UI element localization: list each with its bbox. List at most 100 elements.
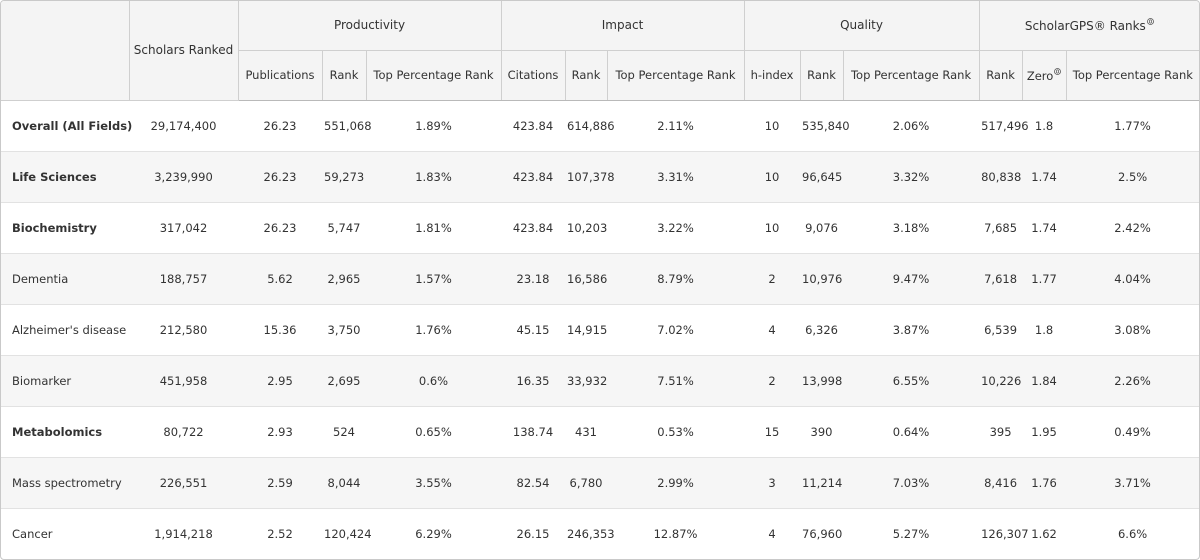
- metric-cell: 1.74: [1022, 151, 1067, 203]
- metric-cell: 138.74: [501, 406, 566, 458]
- metric-cell: 535,840: [800, 100, 850, 152]
- metric-cell: 0.53%: [607, 406, 745, 458]
- metric-cell: 3.31%: [607, 151, 745, 203]
- metric-cell: 2.52: [267, 526, 293, 541]
- column-header-cell: Publications: [238, 49, 323, 101]
- metric-cell: 29,174,400: [129, 100, 238, 152]
- column-header: h-index: [750, 68, 794, 82]
- column-header-cell: Top Percentage Rank: [365, 49, 502, 101]
- metric-cell: 126,307: [981, 526, 1029, 541]
- metric-cell: 13,998: [800, 355, 844, 407]
- metric-cell: 2.11%: [607, 100, 745, 152]
- metric-cell: 5.27%: [892, 526, 930, 541]
- metric-cell: 4: [768, 526, 776, 541]
- metric-cell: 423.84: [501, 100, 566, 152]
- metric-cell: 3,750: [322, 304, 366, 356]
- column-header-cell: Top Percentage Rank: [842, 49, 980, 101]
- metric-cell: 5.62: [238, 253, 322, 305]
- metric-cell: 10,976: [800, 253, 844, 305]
- column-header-cell: Zero: [1021, 49, 1067, 101]
- metric-cell: 15: [744, 406, 801, 458]
- metric-cell: 0.64%: [843, 406, 980, 458]
- metric-cell: 4: [744, 304, 801, 356]
- table-row: Biochemistry 317,042 26.23 5,747 1.81% 423.84…: [1, 202, 1199, 254]
- table-row: Alzheimer's disease 212,580 15.36 3,750 1.76…: [1, 304, 1199, 356]
- metric-cell: 2.5%: [1066, 151, 1199, 203]
- metric-cell: 2.99%: [607, 457, 745, 509]
- metric-cell: 96,645: [800, 151, 844, 203]
- group-header-cell: ScholarGPS® Ranks: [978, 1, 1199, 51]
- metric-cell: 120,424: [324, 526, 372, 541]
- metric-cell: 246,353: [567, 526, 615, 541]
- metric-cell: 395: [979, 406, 1023, 458]
- column-header-cell: Top Percentage Rank: [606, 49, 745, 101]
- info-icon: [1054, 67, 1062, 75]
- table-row: Cancer 1,914,218 2.52 120,424 6.29% 26.15 246,…: [1, 508, 1199, 559]
- metric-cell: 10,226: [979, 355, 1023, 407]
- group-header: Quality: [743, 1, 980, 51]
- metric-cell: 0.65%: [366, 406, 502, 458]
- table-row: Dementia 188,757 5.62 2,965 1.57% 23.18 16,586…: [1, 253, 1199, 305]
- table-row: Mass spectrometry 226,551 2.59 8,044 3.55% 82…: [1, 457, 1199, 509]
- metric-cell: 212,580: [129, 304, 238, 356]
- metric-cell: 14,915: [565, 304, 607, 356]
- column-header-cell: Citations: [500, 49, 566, 101]
- metric-cell: 6,326: [800, 304, 844, 356]
- metric-cell: 1.62: [1031, 526, 1057, 541]
- metric-cell: 2.95: [238, 355, 322, 407]
- metric-cell: 15.36: [238, 304, 322, 356]
- column-header: Rank: [807, 68, 836, 82]
- field-name: Life Sciences: [1, 151, 129, 203]
- metric-cell: 16.35: [501, 355, 566, 407]
- metric-cell: 423.84: [501, 151, 566, 203]
- metric-cell: 26.23: [238, 100, 322, 152]
- metric-cell: 4.04%: [1066, 253, 1199, 305]
- metric-cell: 8.79%: [607, 253, 745, 305]
- metric-cell: 10,203: [565, 202, 607, 254]
- column-header: Zero: [1026, 68, 1054, 83]
- metric-cell: 6.55%: [843, 355, 980, 407]
- metric-cell: 1.83%: [366, 151, 502, 203]
- metric-cell: 1.89%: [366, 100, 502, 152]
- metric-cell: 45.15: [501, 304, 566, 356]
- table-body: Overall (All Fields) 29,174,400 26.23 551,0…: [1, 100, 1199, 559]
- group-header: ScholarGPS® Ranks: [1024, 18, 1146, 33]
- table-row: Life Sciences 3,239,990 26.23 59,273 1.83% 42…: [1, 151, 1199, 203]
- metric-cell: 1.76: [1022, 457, 1067, 509]
- group-header: Scholars Ranked: [128, 1, 239, 101]
- field-name: Alzheimer's disease: [1, 304, 129, 356]
- metric-cell: 107,378: [565, 151, 615, 203]
- column-header-cell: Rank: [799, 49, 844, 101]
- column-header-cell: Rank: [321, 49, 367, 101]
- metric-cell: 33,932: [565, 355, 607, 407]
- table-row: Metabolomics 80,722 2.93 524 0.65% 138.74 431 0…: [1, 406, 1199, 458]
- metric-cell: 1.77: [1022, 253, 1067, 305]
- info-icon: [1146, 17, 1154, 25]
- metric-cell: 82.54: [501, 457, 566, 509]
- metric-cell: 2.93: [238, 406, 322, 458]
- metric-cell: 1.84: [1022, 355, 1067, 407]
- field-name: Mass spectrometry: [1, 457, 129, 509]
- column-header: Top Percentage Rank: [373, 68, 494, 82]
- metric-cell: 1,914,218: [154, 526, 213, 541]
- metric-cell: 7,685: [979, 202, 1023, 254]
- column-header: Top Percentage Rank: [850, 68, 972, 82]
- metric-cell: 6.6%: [1117, 526, 1148, 541]
- metric-cell: 2,695: [322, 355, 366, 407]
- metric-cell: 9.47%: [843, 253, 980, 305]
- metric-cell: 3.22%: [607, 202, 745, 254]
- column-header: Top Percentage Rank: [1072, 68, 1193, 82]
- metric-cell: 59,273: [322, 151, 366, 203]
- field-name: Biochemistry: [1, 202, 129, 254]
- metric-cell: 423.84: [501, 202, 566, 254]
- metric-cell: 0.6%: [366, 355, 502, 407]
- metric-cell: 3,239,990: [129, 151, 238, 203]
- metric-cell: 7.03%: [843, 457, 980, 509]
- column-header: Publications: [245, 68, 315, 82]
- field-name: Metabolomics: [1, 406, 129, 458]
- metric-cell: 9,076: [800, 202, 844, 254]
- metric-cell: 188,757: [129, 253, 238, 305]
- metric-cell: 3.87%: [843, 304, 980, 356]
